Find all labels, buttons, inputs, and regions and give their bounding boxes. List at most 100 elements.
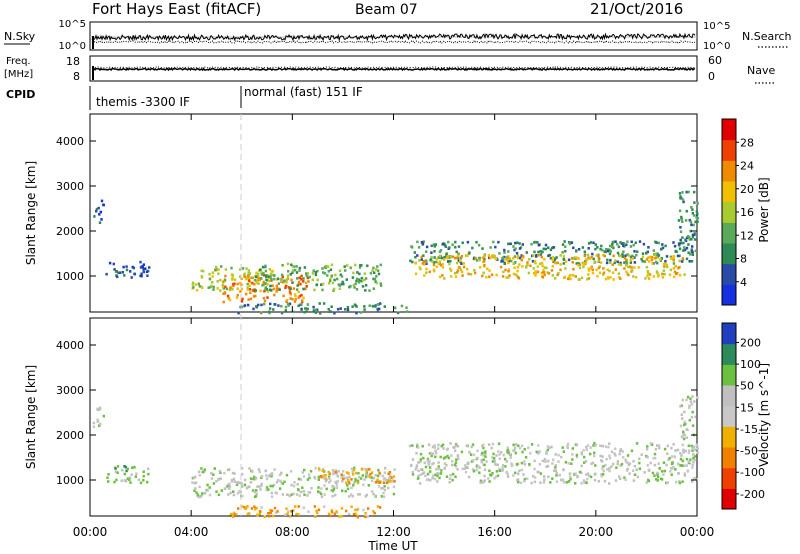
velocity-cell — [193, 489, 196, 492]
velocity-cell — [455, 458, 458, 461]
velocity-cell — [608, 454, 611, 458]
velocity-cell — [356, 479, 360, 483]
power-cell — [195, 288, 199, 292]
power-cell — [512, 245, 515, 248]
power-cell — [608, 269, 611, 273]
velocity-cell — [372, 510, 375, 513]
velocity-cell — [332, 485, 335, 489]
power-cell — [594, 247, 597, 251]
velocity-cell — [433, 446, 436, 449]
velocity-cell — [631, 469, 635, 472]
velocity-cell — [370, 476, 373, 479]
power-cell — [409, 259, 412, 263]
velocity-cell — [550, 445, 553, 449]
velocity-marks — [92, 395, 699, 519]
velocity-cell — [342, 474, 345, 478]
power-cell — [572, 246, 575, 250]
power-cell — [121, 271, 124, 274]
power-cell — [674, 249, 677, 253]
power-cell — [655, 270, 659, 273]
velocity-cell — [681, 443, 684, 447]
power-cell — [252, 289, 255, 292]
velocity-cell — [597, 480, 601, 483]
power-cell — [664, 244, 667, 248]
power-cell — [306, 303, 310, 306]
power-cell — [231, 288, 234, 291]
power-cell — [241, 267, 245, 270]
velocity-cell — [336, 480, 340, 483]
power-cell — [254, 294, 257, 298]
velocity-cell — [632, 479, 636, 482]
velocity-cell — [691, 480, 694, 483]
velocity-cell — [364, 475, 368, 479]
power-cell — [598, 257, 601, 261]
power-cell — [222, 300, 225, 304]
velocity-cell — [324, 477, 327, 480]
power-cell — [505, 276, 508, 279]
velocity-cell — [327, 470, 330, 474]
velocity-cell — [253, 475, 256, 479]
velocity-cell — [320, 495, 324, 499]
velocity-cell — [686, 470, 689, 473]
power-cell — [593, 261, 596, 264]
velocity-cell — [310, 486, 313, 490]
power-cell — [297, 290, 300, 294]
velocity-cell — [415, 464, 419, 467]
power-cell — [691, 211, 694, 215]
power-cell — [356, 271, 359, 274]
velocity-cell — [292, 484, 296, 488]
power-colorbar-swatch — [722, 139, 736, 161]
velocity-cell — [451, 460, 454, 463]
power-cell — [549, 257, 553, 260]
power-cell — [596, 246, 599, 249]
velocity-cell — [686, 395, 690, 399]
power-cell — [445, 252, 448, 255]
velocity-cell — [480, 460, 483, 464]
power-cell — [198, 285, 201, 288]
power-cell — [693, 233, 696, 237]
velocity-cell — [229, 491, 232, 495]
power-cell — [216, 287, 219, 290]
velocity-cell — [665, 481, 669, 485]
velocity-ytick-label: 4000 — [56, 339, 84, 352]
power-cell — [574, 256, 577, 259]
power-cell — [507, 276, 510, 279]
power-cell — [515, 251, 519, 255]
power-cell — [678, 274, 682, 277]
velocity-cell — [585, 445, 588, 449]
velocity-cell — [439, 455, 442, 459]
velocity-cell — [522, 473, 525, 476]
power-cell — [647, 246, 650, 249]
velocity-cell — [615, 466, 618, 469]
velocity-cell — [441, 443, 445, 447]
power-colorbar-tick-label: 12 — [740, 229, 754, 242]
power-cell — [230, 266, 233, 270]
velocity-cell — [249, 477, 253, 480]
velocity-cell — [252, 477, 255, 481]
velocity-cell — [454, 464, 458, 468]
power-cell — [691, 235, 695, 239]
power-cell — [371, 269, 374, 272]
power-cell — [264, 286, 268, 289]
power-colorbar-swatch — [722, 119, 736, 141]
power-cell — [394, 306, 397, 310]
velocity-cell — [493, 460, 496, 463]
power-cell — [300, 307, 303, 311]
power-cell — [363, 305, 366, 308]
velocity-cell — [685, 436, 688, 439]
power-cell — [690, 260, 694, 263]
power-cell — [475, 240, 478, 244]
power-cell — [197, 282, 200, 286]
power-cell — [625, 270, 628, 274]
power-cell — [263, 299, 267, 303]
velocity-cell — [248, 467, 251, 470]
power-cell — [690, 250, 693, 253]
power-cell — [534, 270, 537, 273]
power-cell — [678, 259, 681, 263]
velocity-cell — [355, 471, 358, 475]
velocity-cell — [96, 420, 99, 423]
power-cell — [263, 302, 266, 306]
power-cell — [441, 274, 444, 277]
power-cell — [374, 305, 377, 308]
